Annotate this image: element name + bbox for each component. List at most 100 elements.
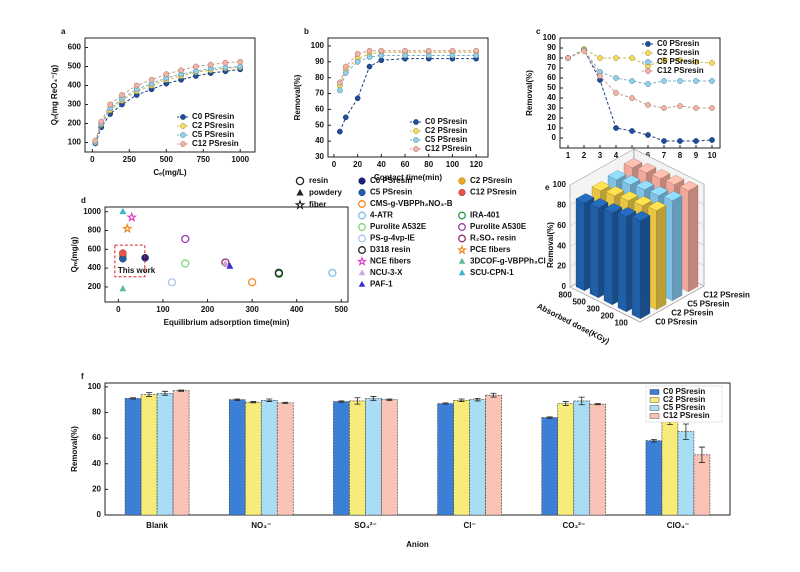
bar-top bbox=[607, 170, 627, 181]
x-tick-label: 300 bbox=[245, 305, 259, 314]
highlight-box bbox=[114, 244, 146, 278]
plot-frame bbox=[327, 37, 489, 158]
data-point bbox=[354, 58, 361, 65]
bar-top bbox=[665, 175, 685, 186]
data-point bbox=[629, 128, 635, 134]
error-bar bbox=[370, 396, 377, 401]
legend-marker bbox=[358, 280, 366, 287]
data-point bbox=[629, 78, 635, 84]
legend-label: C2 PSresin bbox=[425, 126, 467, 135]
data-point bbox=[237, 58, 244, 65]
shape-legend-label: resin bbox=[309, 176, 328, 185]
data-point bbox=[402, 52, 408, 59]
legend-label: C5 PSresin bbox=[657, 57, 699, 66]
data-point bbox=[645, 102, 651, 108]
legend-marker bbox=[358, 269, 366, 276]
data-point bbox=[597, 73, 603, 79]
error-bar bbox=[546, 416, 553, 419]
x-tick-label: 60 bbox=[401, 160, 410, 169]
fit-line bbox=[567, 49, 713, 142]
data-point bbox=[274, 268, 284, 277]
data-point bbox=[148, 76, 155, 83]
error-bar bbox=[146, 392, 153, 397]
x-tick-label: 80 bbox=[424, 160, 433, 169]
y-tick-label: 30 bbox=[547, 103, 556, 112]
y-tick-label: 100 bbox=[68, 138, 82, 147]
legend-label: C5 PSresin bbox=[425, 135, 467, 144]
legend-marker bbox=[458, 188, 466, 197]
bar-top bbox=[647, 201, 667, 212]
y-tick-label: 60 bbox=[92, 433, 101, 442]
y-tick-label: 200 bbox=[88, 282, 102, 291]
data-point bbox=[354, 51, 361, 57]
y-tick-label: 30 bbox=[315, 152, 324, 161]
x-tick-label: 8 bbox=[678, 151, 683, 160]
error-bar bbox=[474, 397, 481, 402]
data-point bbox=[693, 105, 699, 111]
legend-swatch bbox=[649, 405, 660, 411]
y-tick-label: 100 bbox=[88, 382, 102, 391]
data-point bbox=[181, 259, 190, 268]
error-bar bbox=[354, 397, 361, 405]
data-point bbox=[693, 138, 699, 144]
data-point bbox=[92, 137, 99, 144]
data-point bbox=[107, 101, 113, 108]
data-point bbox=[709, 105, 715, 111]
bar-face bbox=[656, 205, 667, 311]
legend-label: NCE fibers bbox=[370, 257, 411, 266]
bar bbox=[124, 398, 142, 516]
bar-top bbox=[663, 191, 683, 202]
data-point bbox=[126, 211, 138, 222]
legend-label: C5 PSresin bbox=[192, 130, 234, 139]
data-point bbox=[661, 57, 667, 63]
data-point bbox=[366, 54, 373, 60]
data-point bbox=[237, 63, 244, 70]
legend-marker bbox=[180, 123, 186, 129]
data-point bbox=[247, 278, 257, 287]
y-tick-label: 300 bbox=[68, 100, 82, 109]
y-tick-label: 90 bbox=[547, 43, 556, 52]
data-point bbox=[119, 92, 125, 98]
data-point bbox=[121, 223, 133, 234]
plot-frame bbox=[104, 206, 349, 303]
bar bbox=[172, 390, 190, 516]
bar bbox=[677, 431, 695, 516]
y-axis-title: Removal(%) bbox=[70, 426, 79, 472]
bar-face bbox=[672, 195, 683, 302]
x-tick-label: NO₃⁻ bbox=[251, 521, 271, 530]
x-tick-label: 2 bbox=[582, 151, 587, 160]
y-tick-label: 600 bbox=[68, 43, 82, 52]
legend-marker bbox=[358, 211, 366, 220]
data-point bbox=[119, 284, 127, 292]
legend-marker bbox=[458, 257, 466, 264]
data-point bbox=[193, 63, 199, 70]
y-tick-label: 600 bbox=[88, 244, 102, 253]
fit-line bbox=[339, 54, 477, 91]
x-axis-title: Anion bbox=[406, 540, 429, 549]
error-bar bbox=[282, 401, 289, 404]
bar bbox=[156, 392, 174, 516]
y-tick-label: 50 bbox=[315, 120, 324, 129]
annotation: This work bbox=[118, 266, 156, 275]
error-bar bbox=[130, 397, 137, 400]
x-tick-label: 750 bbox=[197, 155, 211, 164]
bar bbox=[645, 440, 663, 516]
bar bbox=[647, 201, 667, 311]
legend-label: C2 PSresin bbox=[657, 48, 699, 57]
bar bbox=[693, 454, 711, 516]
x-tick-label: 500 bbox=[160, 155, 174, 164]
y-tick-label: 400 bbox=[88, 263, 102, 272]
x-tick-label: Blank bbox=[146, 521, 168, 530]
bar bbox=[679, 181, 699, 293]
bar-top bbox=[619, 191, 639, 202]
y-tick-label: 80 bbox=[547, 53, 556, 62]
data-point bbox=[613, 55, 619, 61]
error-bar bbox=[386, 398, 393, 401]
data-point bbox=[378, 57, 385, 64]
data-point bbox=[366, 47, 373, 54]
shape-legend-marker bbox=[296, 189, 304, 196]
shape-legend-label: powdery bbox=[309, 188, 342, 197]
legend-label: C12 PSresin bbox=[470, 188, 517, 197]
panel-letter: f bbox=[81, 372, 84, 381]
legend-marker bbox=[413, 137, 419, 143]
